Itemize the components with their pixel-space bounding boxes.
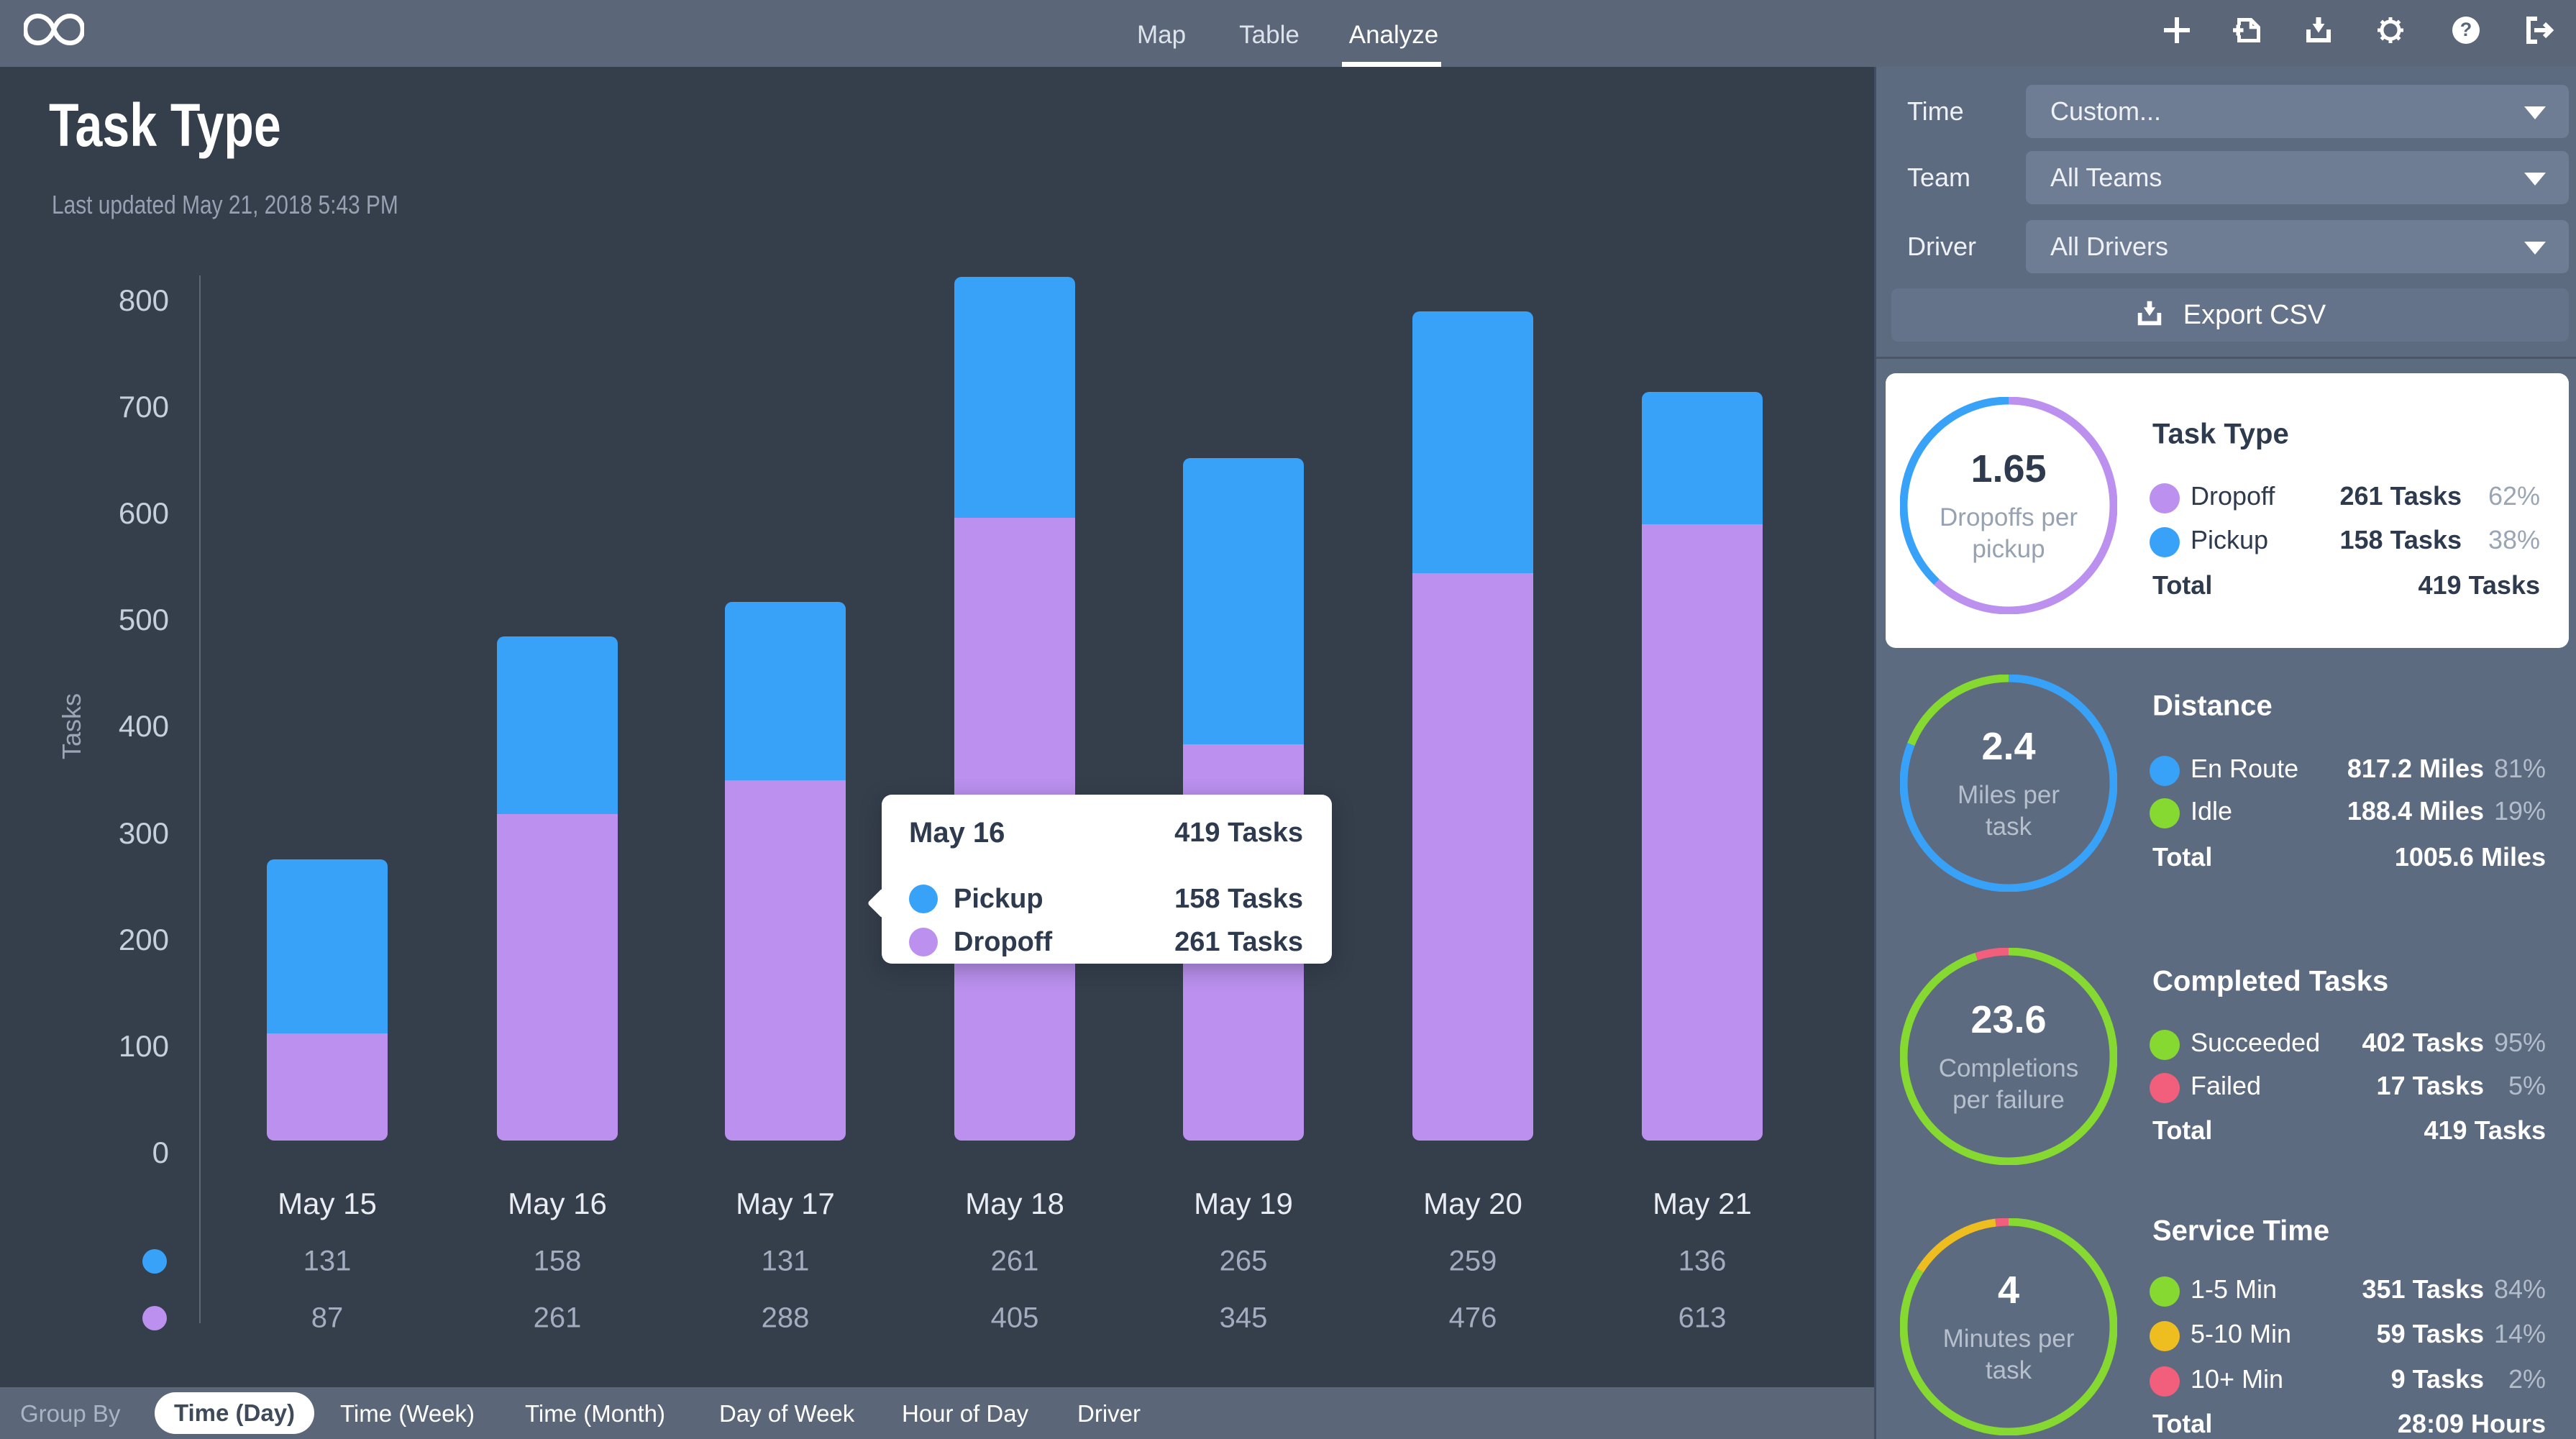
- svg-text:?: ?: [2460, 19, 2472, 40]
